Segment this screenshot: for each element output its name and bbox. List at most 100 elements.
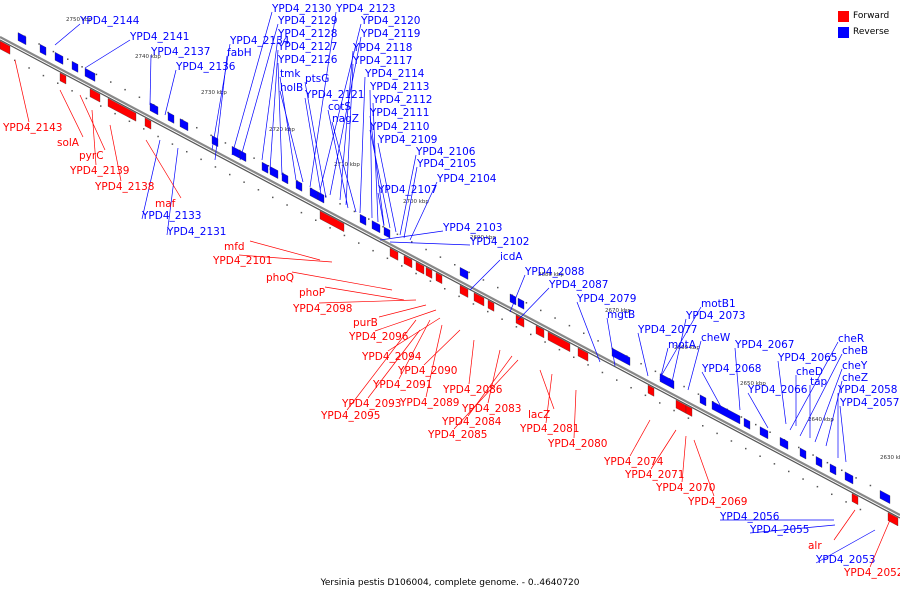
reverse-gene-label: YPD4_2111 [369,107,429,119]
feature-dot [812,454,814,456]
feature-dot [124,88,126,91]
leader-line [269,49,279,171]
feature-dot [697,393,700,395]
forward-gene [459,285,469,298]
feature-dot [702,425,704,427]
forward-swatch [838,10,849,22]
leader-line [839,405,847,463]
leader-line [372,102,379,223]
forward-gene [319,210,345,232]
leader-line [369,115,385,226]
leader-line [214,55,228,161]
feature-dot [300,211,303,214]
reverse-gene-label: YPD4_2079 [576,293,636,305]
reverse-gene-label: YPD4_2127 [277,41,337,53]
forward-gene-label: YPD4_2089 [399,397,459,409]
feature-dot [497,286,499,289]
leader-line [409,181,438,241]
reverse-gene-label: YPD4_2128 [277,28,337,40]
forward-gene-label: YPD4_2139 [69,165,129,177]
reverse-gene-label: YPD4_2117 [352,55,412,67]
feature-dot [683,385,685,388]
forward-gene-label: YPD4_2095 [320,410,380,422]
feature-dot [568,324,571,327]
reverse-gene-label: YPD4_2113 [369,81,429,93]
leader-line [345,63,354,206]
feature-dot [286,204,288,206]
forward-gene-label: pyrC [79,150,104,162]
reverse-gene-label: YPD4_2102 [469,236,529,248]
leader-line [650,429,677,470]
leader-line [659,347,669,381]
reverse-gene-label: YPD4_2088 [524,266,584,278]
reverse-gene-label: holB [280,82,303,94]
forward-gene-label: lacZ [528,409,550,421]
leader-line [509,274,526,313]
reverse-gene-label: YPD4_2112 [372,94,432,106]
feature-dot [740,416,743,418]
reverse-gene-label: YPD4_2103 [442,222,502,234]
feature-dot [458,295,460,298]
feature-dot [214,166,217,168]
forward-gene [435,272,443,285]
scale-tick-label: 2690 kbp [470,235,496,241]
feature-dot [755,423,757,426]
reverse-gene [517,297,525,310]
legend-reverse-label: Reverse [853,27,890,37]
leader-line [833,509,856,541]
reverse-gene-label: YPD4_2131 [166,226,226,238]
reverse-gene-label: cheR [838,333,864,345]
feature-dot [530,333,532,336]
reverse-gene-label: YPD4_2104 [436,173,497,185]
reverse-gene [231,145,241,159]
leader-line [369,129,391,229]
leader-line [249,240,321,261]
feature-dot [869,484,872,487]
forward-gene-label: YPD4_2101 [212,255,272,267]
reverse-gene-label: cotS [328,101,351,113]
leader-line [238,254,333,263]
leader-line [374,309,437,332]
scale-tick-label: 2630 kbp [880,455,900,461]
scale-tick-label: 2660 kbp [674,345,700,351]
reverse-gene-label: YPD4_2107 [377,184,437,196]
scale-tick-label: 2730 kbp [201,90,227,96]
feature-dot [554,317,556,319]
feature-dot [439,256,442,258]
feature-dot [515,326,518,328]
feature-dot [573,356,575,359]
feature-dot [816,485,819,488]
forward-gene-label: YPD4_2090 [397,365,457,377]
reverse-gene-label: YPD4_2109 [377,134,437,146]
feature-dot [730,440,733,442]
feature-dot [353,210,356,213]
forward-gene-label: YPD4_2052 [843,567,900,579]
reverse-gene-label: YPD4_2123 [335,3,395,15]
feature-dot [429,280,432,282]
leader-line [545,373,553,424]
scale-tick-label: 2680 kbp [538,272,564,278]
feature-dot [71,90,73,92]
reverse-gene-label: YPD4_2073 [685,310,745,322]
forward-gene [547,331,571,352]
forward-gene-label: YPD4_2074 [603,456,664,468]
forward-gene-label: solA [57,137,80,149]
reverse-gene-label: YPD4_2055 [749,524,809,536]
reverse-gene-label: YPD4_2120 [360,15,420,27]
feature-dot [845,501,847,503]
leader-line [319,23,362,191]
feature-dot [482,279,485,281]
leader-line [637,332,649,377]
leader-line [279,90,304,183]
leader-line [869,519,891,568]
feature-dot [644,394,647,397]
feature-dot [396,233,399,236]
scale-tick-label: 2710 kbp [334,162,360,168]
leader-line [789,341,839,431]
leader-line [468,339,475,385]
reverse-gene [711,400,741,425]
feature-dot [415,272,417,275]
feature-dot [38,43,40,45]
scale-tick-label: 2650 kbp [740,381,766,387]
reverse-gene [844,471,854,485]
